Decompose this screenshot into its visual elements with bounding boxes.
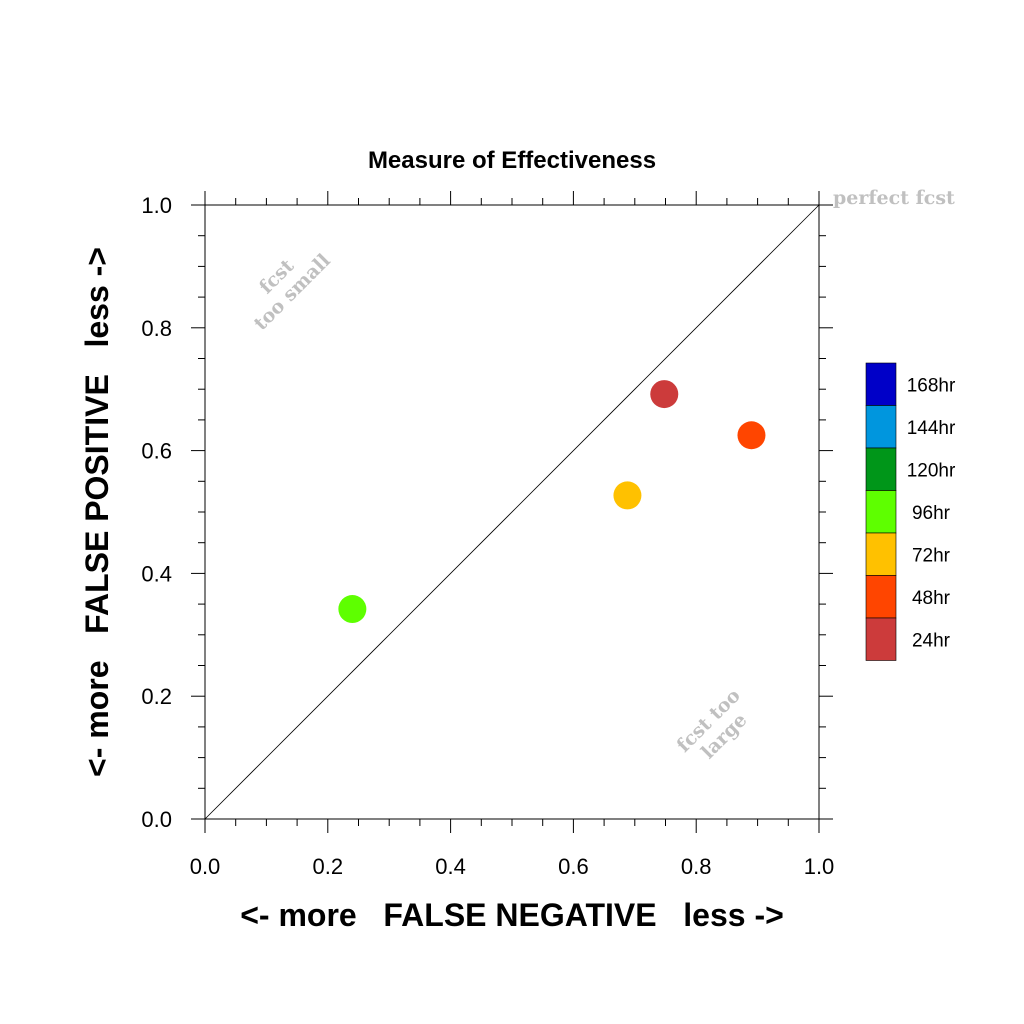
data-point-72hr <box>613 481 642 510</box>
y-tick-label: 0.2 <box>141 684 172 709</box>
plot-area: 0.0 0.2 0.4 0.6 0.8 1.0 0.0 0.2 0.4 0.6 0.8 1.0 <box>141 191 834 879</box>
legend-label-72hr: 72hr <box>912 545 951 566</box>
x-tick-label: 0.4 <box>435 854 466 879</box>
diagonal-reference-line <box>204 204 820 820</box>
y-tick-label: 0.6 <box>141 439 172 464</box>
y-tick-label: 0.0 <box>141 807 172 832</box>
x-tick-label: 1.0 <box>804 854 835 879</box>
data-point-96hr <box>338 595 367 624</box>
x-tick-label: 0.2 <box>313 854 344 879</box>
legend-label-144hr: 144hr <box>907 418 956 439</box>
legend-swatch-168hr <box>865 362 897 406</box>
too-small-note: fcst too small <box>250 250 335 335</box>
y-tick-label: 1.0 <box>141 193 172 218</box>
legend-label-96hr: 96hr <box>912 503 951 524</box>
y-axis-label: <- more FALSE POSITIVE less -> <box>79 247 115 777</box>
data-point-24hr <box>650 380 679 409</box>
legend-swatch-72hr <box>865 532 897 576</box>
x-tick-label: 0.6 <box>558 854 589 879</box>
axis-tick-labels: 0.0 0.2 0.4 0.6 0.8 1.0 0.0 0.2 0.4 0.6 0.8 1.0 <box>141 193 834 879</box>
too-large-note: fcst too large <box>673 685 752 764</box>
legend-label-24hr: 24hr <box>912 630 951 651</box>
y-tick-label: 0.4 <box>141 561 172 586</box>
legend-swatch-24hr <box>865 617 897 661</box>
data-points <box>338 380 766 624</box>
legend-swatch-96hr <box>865 490 897 534</box>
perfect-forecast-note: perfect fcst <box>833 187 955 209</box>
axis-ticks <box>191 191 833 833</box>
chart-title: Measure of Effectiveness <box>368 147 656 174</box>
x-tick-label: 0.8 <box>681 854 712 879</box>
legend-label-168hr: 168hr <box>907 375 956 396</box>
x-axis-label: <- more FALSE NEGATIVE less -> <box>240 897 784 933</box>
legend-swatch-48hr <box>865 575 897 619</box>
too-small-note-line-2: too small <box>250 250 335 335</box>
data-point-48hr <box>737 421 766 450</box>
legend-label-48hr: 48hr <box>912 588 951 609</box>
y-tick-label: 0.8 <box>141 316 172 341</box>
legend-label-120hr: 120hr <box>907 460 956 481</box>
legend: 168hr 144hr 120hr 96hr 72hr 48hr 24hr <box>865 362 956 661</box>
legend-swatch-120hr <box>865 447 897 491</box>
legend-swatch-144hr <box>865 405 897 449</box>
x-tick-label: 0.0 <box>190 854 221 879</box>
